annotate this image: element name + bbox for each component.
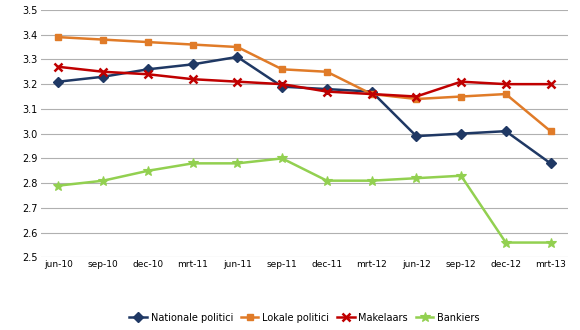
Line: Makelaars: Makelaars: [55, 63, 554, 101]
Makelaars: [324, 89, 331, 93]
Line: Nationale politici: Nationale politici: [55, 53, 554, 167]
Bankiers: [458, 174, 465, 178]
Nationale politici: [502, 129, 509, 133]
Bankiers: [502, 241, 509, 245]
Lokale politici: [458, 94, 465, 98]
Lokale politici: [144, 40, 151, 44]
Lokale politici: [547, 129, 554, 133]
Makelaars: [547, 82, 554, 86]
Makelaars: [368, 92, 375, 96]
Line: Lokale politici: Lokale politici: [55, 34, 554, 135]
Lokale politici: [189, 43, 196, 47]
Lokale politici: [502, 92, 509, 96]
Makelaars: [502, 82, 509, 86]
Lokale politici: [278, 67, 285, 71]
Bankiers: [100, 179, 107, 182]
Bankiers: [324, 179, 331, 182]
Makelaars: [55, 65, 62, 69]
Makelaars: [189, 77, 196, 81]
Nationale politici: [458, 132, 465, 136]
Nationale politici: [189, 62, 196, 66]
Nationale politici: [144, 67, 151, 71]
Bankiers: [189, 161, 196, 165]
Bankiers: [368, 179, 375, 182]
Bankiers: [234, 161, 241, 165]
Lokale politici: [100, 38, 107, 42]
Bankiers: [413, 176, 420, 180]
Lokale politici: [368, 92, 375, 96]
Nationale politici: [234, 55, 241, 59]
Nationale politici: [55, 80, 62, 83]
Bankiers: [144, 169, 151, 173]
Bankiers: [547, 241, 554, 245]
Makelaars: [100, 70, 107, 74]
Nationale politici: [547, 161, 554, 165]
Lokale politici: [234, 45, 241, 49]
Makelaars: [458, 80, 465, 83]
Bankiers: [55, 183, 62, 187]
Makelaars: [234, 80, 241, 83]
Makelaars: [144, 72, 151, 76]
Makelaars: [278, 82, 285, 86]
Lokale politici: [324, 70, 331, 74]
Makelaars: [413, 94, 420, 98]
Lokale politici: [413, 97, 420, 101]
Legend: Nationale politici, Lokale politici, Makelaars, Bankiers: Nationale politici, Lokale politici, Mak…: [125, 309, 484, 327]
Nationale politici: [278, 84, 285, 88]
Line: Bankiers: Bankiers: [53, 153, 556, 248]
Lokale politici: [55, 35, 62, 39]
Nationale politici: [413, 134, 420, 138]
Nationale politici: [324, 87, 331, 91]
Nationale politici: [368, 89, 375, 93]
Bankiers: [278, 156, 285, 160]
Nationale politici: [100, 75, 107, 79]
